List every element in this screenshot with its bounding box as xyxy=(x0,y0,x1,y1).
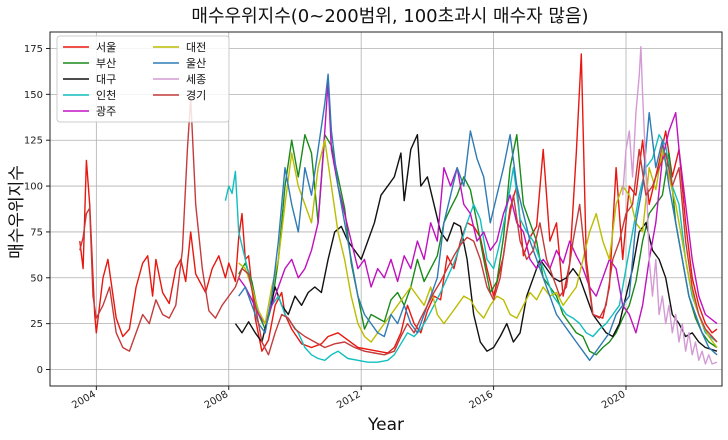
legend-label: 서울 xyxy=(96,41,116,54)
y-tick-label: 125 xyxy=(24,136,43,147)
legend-label: 대구 xyxy=(96,73,116,86)
legend-label: 부산 xyxy=(96,57,116,70)
legend-label: 대전 xyxy=(186,41,206,54)
chart-title: 매수우위지수(0~200범위, 100초과시 매수자 많음) xyxy=(191,6,588,27)
series-line-8 xyxy=(622,46,718,365)
x-axis-title: Year xyxy=(367,415,404,435)
legend-label: 경기 xyxy=(186,89,206,102)
y-tick-label: 100 xyxy=(24,182,43,193)
legend-label: 세종 xyxy=(186,73,206,86)
plot-frame xyxy=(49,31,723,387)
y-tick-label: 150 xyxy=(24,90,43,101)
legend-label: 인천 xyxy=(96,88,116,102)
series-line-5 xyxy=(238,80,718,334)
legend-label: 광주 xyxy=(96,105,116,118)
y-axis-title: 매수우위지수 xyxy=(7,165,27,259)
y-tick-label: 0 xyxy=(37,365,43,376)
y-tick-label: 175 xyxy=(24,44,43,55)
y-tick-label: 75 xyxy=(30,227,43,238)
legend-label: 울산 xyxy=(186,57,206,70)
y-tick-label: 50 xyxy=(30,273,43,284)
y-tick-label: 25 xyxy=(30,319,43,330)
legend-box xyxy=(56,35,230,123)
series-line-9 xyxy=(79,97,718,356)
series-line-7 xyxy=(238,73,718,361)
